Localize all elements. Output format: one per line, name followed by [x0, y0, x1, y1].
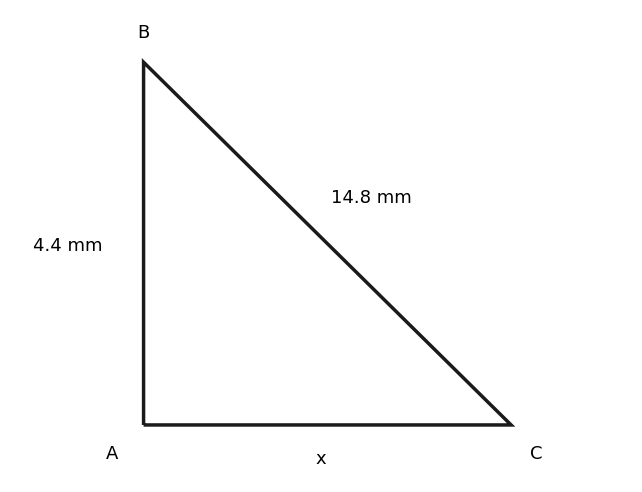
Text: 14.8 mm: 14.8 mm [331, 188, 412, 207]
Text: C: C [530, 445, 542, 463]
Text: B: B [137, 24, 150, 42]
Text: A: A [106, 445, 118, 463]
Text: x: x [316, 450, 326, 468]
Text: 4.4 mm: 4.4 mm [33, 237, 102, 255]
